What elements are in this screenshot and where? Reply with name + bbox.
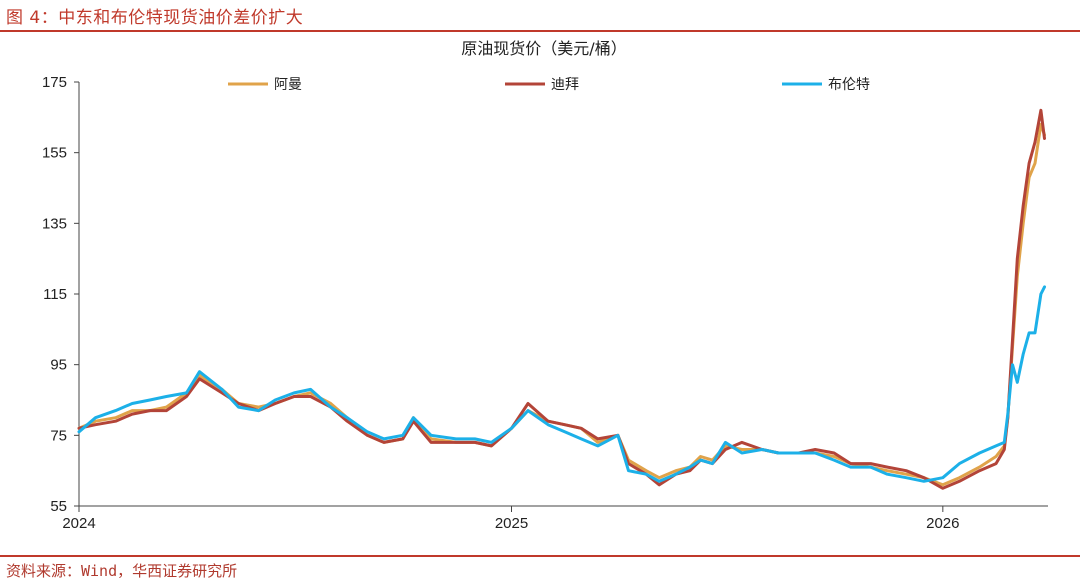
legend: 阿曼 迪拜 布伦特 (228, 77, 870, 93)
y-tick-label: 55 (50, 498, 67, 515)
axes: 55 75 95 115 135 155 175 2024 2025 2026 (42, 74, 1048, 532)
x-tick-label: 2024 (62, 515, 95, 532)
legend-label: 阿曼 (274, 77, 302, 93)
y-tick-label: 135 (42, 215, 67, 232)
y-tick-label: 95 (50, 357, 67, 374)
y-tick-label: 115 (43, 286, 67, 303)
y-tick-label: 175 (42, 74, 67, 91)
y-tick-label: 155 (42, 145, 67, 162)
series-line-3 (77, 285, 1046, 483)
bottom-divider (0, 555, 1080, 557)
chart-title: 原油现货价（美元/桶） (461, 39, 626, 58)
source-note: 资料来源：Wind，华西证券研究所 (6, 562, 238, 580)
figure-title: 图 4：中东和布伦特现货油价差价扩大 (6, 8, 304, 28)
legend-label: 迪拜 (551, 77, 579, 93)
legend-label: 布伦特 (828, 77, 870, 93)
x-tick-label: 2025 (495, 515, 528, 532)
top-divider (0, 30, 1080, 32)
price-line-chart: 原油现货价（美元/桶） 阿曼 迪拜 布伦特 55 75 95 115 135 155 175 20… (42, 39, 1048, 532)
series-layer (77, 108, 1046, 490)
x-tick-label: 2026 (926, 515, 959, 532)
y-tick-label: 75 (50, 427, 67, 444)
